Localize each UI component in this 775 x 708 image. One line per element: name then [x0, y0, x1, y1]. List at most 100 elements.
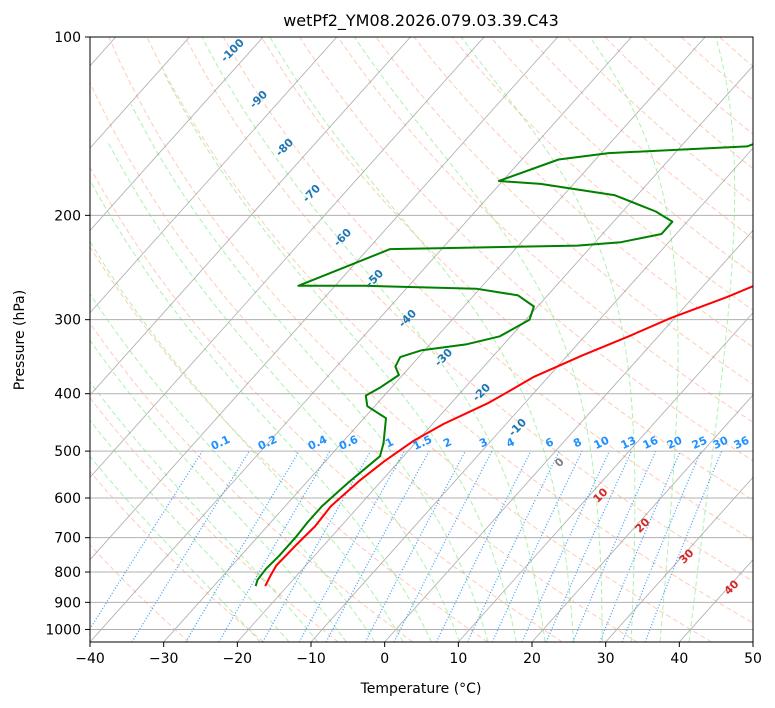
chart-title: wetPf2_YM08.2026.079.03.39.C43: [283, 11, 559, 31]
y-tick-label: 100: [54, 30, 81, 46]
dry-adiabat: [337, 37, 753, 423]
mixing-ratio-label: 6: [543, 435, 556, 450]
isotherm: [90, 37, 632, 642]
moist-adiabat: [589, 37, 679, 642]
isotherm: [678, 559, 753, 642]
isotherm: [236, 65, 753, 642]
reference-lines: [90, 37, 775, 642]
dry-adiabat: [222, 37, 753, 541]
x-tick-label: 0: [380, 651, 389, 667]
isotherm: [384, 229, 753, 642]
moist-adiabat: [460, 37, 636, 642]
dry-adiabat: [718, 37, 753, 68]
plot-frame: [89, 36, 754, 643]
mixing-ratio-line: [521, 450, 610, 642]
dry-adiabat: [90, 245, 488, 642]
dry-adiabat: [566, 37, 753, 204]
moist-adiabat: [107, 141, 461, 642]
x-tick-label: −10: [296, 651, 326, 667]
dry-adiabat: [758, 37, 775, 642]
axes: −40 −30 −20 −10 0 10 20 30 40 5010020030040050060…: [45, 30, 762, 667]
dry-adiabat: [375, 37, 753, 385]
warm-isotherm-label: 30: [677, 546, 697, 566]
isotherm: [457, 312, 753, 642]
y-tick-label: 600: [54, 491, 81, 507]
dry-adiabat: [90, 544, 190, 642]
mixing-ratio-label: 20: [665, 434, 685, 452]
moist-adiabat: [90, 240, 404, 642]
mixing-ratio-label: 8: [571, 435, 583, 450]
mixing-ratio-label: 25: [690, 434, 709, 452]
dry-adiabat: [108, 37, 712, 642]
mixing-ratio-label: 10: [592, 434, 612, 452]
mixing-ratio-line: [218, 450, 331, 642]
mixing-ratio-label: 1.5: [411, 433, 434, 453]
x-tick-label: −20: [223, 651, 253, 667]
dry-adiabat: [680, 37, 753, 101]
moist-adiabat: [90, 419, 290, 642]
isotherm: [752, 641, 753, 642]
dewpoint-profile: [254, 143, 753, 587]
dry-adiabat: [90, 81, 638, 642]
dry-adiabat: [260, 37, 753, 501]
mixing-ratio-line: [393, 450, 493, 642]
moist-adiabat: [354, 37, 603, 642]
x-axis-label: Temperature (°C): [360, 681, 482, 697]
mixing-ratio-label: 0.4: [306, 433, 329, 453]
mixing-ratio-line: [545, 450, 633, 642]
x-tick-label: −30: [149, 651, 179, 667]
grid-lines: [90, 37, 753, 642]
warm-isotherm-label: 20: [633, 515, 653, 535]
mixing-ratio-label: 0.6: [337, 433, 360, 453]
dry-adiabat: [184, 37, 753, 582]
mixing-ratio-line: [298, 450, 405, 642]
dry-adiabat: [299, 37, 753, 462]
isotherm: [163, 37, 706, 642]
x-tick-label: 20: [523, 651, 541, 667]
mixing-ratio-label: 36: [732, 434, 752, 452]
isotherm: [531, 394, 753, 642]
moist-adiabat: [90, 455, 261, 642]
y-tick-label: 900: [54, 595, 81, 611]
isotherm-label: -80: [273, 136, 296, 159]
warm-isotherm-label: 0: [552, 455, 567, 470]
moist-adiabat: [163, 72, 517, 642]
isotherm-label: -20: [470, 381, 493, 404]
dry-adiabat: [451, 37, 753, 311]
y-tick-label: 400: [54, 387, 81, 403]
dry-adiabat: [90, 322, 414, 642]
mixing-ratio-label: 2: [441, 435, 453, 450]
dry-adiabat: [90, 470, 264, 642]
mixing-ratio-line: [131, 450, 250, 642]
mixing-ratio-line: [599, 450, 682, 642]
profile-lines: [254, 143, 753, 587]
mixing-ratio-label: 3: [477, 435, 489, 450]
isotherm: [90, 37, 338, 314]
warm-isotherm-label: 40: [722, 577, 742, 597]
dry-adiabat: [146, 37, 753, 624]
isotherm: [90, 37, 559, 561]
moist-adiabat: [269, 37, 575, 642]
y-tick-label: 500: [54, 444, 81, 460]
isotherm-label: -100: [218, 36, 247, 65]
isotherm: [90, 37, 264, 232]
mixing-ratio-line: [491, 450, 583, 642]
moist-adiabat: [90, 179, 432, 642]
mixing-ratio-line: [644, 450, 723, 642]
y-tick-label: 1000: [45, 622, 81, 638]
mixing-ratio-label: 30: [711, 434, 731, 452]
dry-adiabat: [528, 37, 753, 240]
mixing-ratio-label: 0.1: [209, 433, 232, 453]
mixing-ratio-line: [466, 450, 560, 642]
y-tick-label: 800: [54, 565, 81, 581]
mixing-ratio-line: [185, 450, 300, 642]
isotherm: [310, 147, 753, 642]
mixing-ratio-line: [364, 450, 466, 642]
mixing-ratio-line: [90, 450, 203, 630]
dry-adiabat: [90, 166, 563, 642]
moist-adiabat: [90, 339, 347, 642]
mixing-ratio-line: [621, 450, 702, 642]
isotherm-label: -60: [331, 226, 354, 249]
isotherm: [605, 476, 753, 642]
mixing-ratio-label: 0.2: [256, 433, 279, 453]
